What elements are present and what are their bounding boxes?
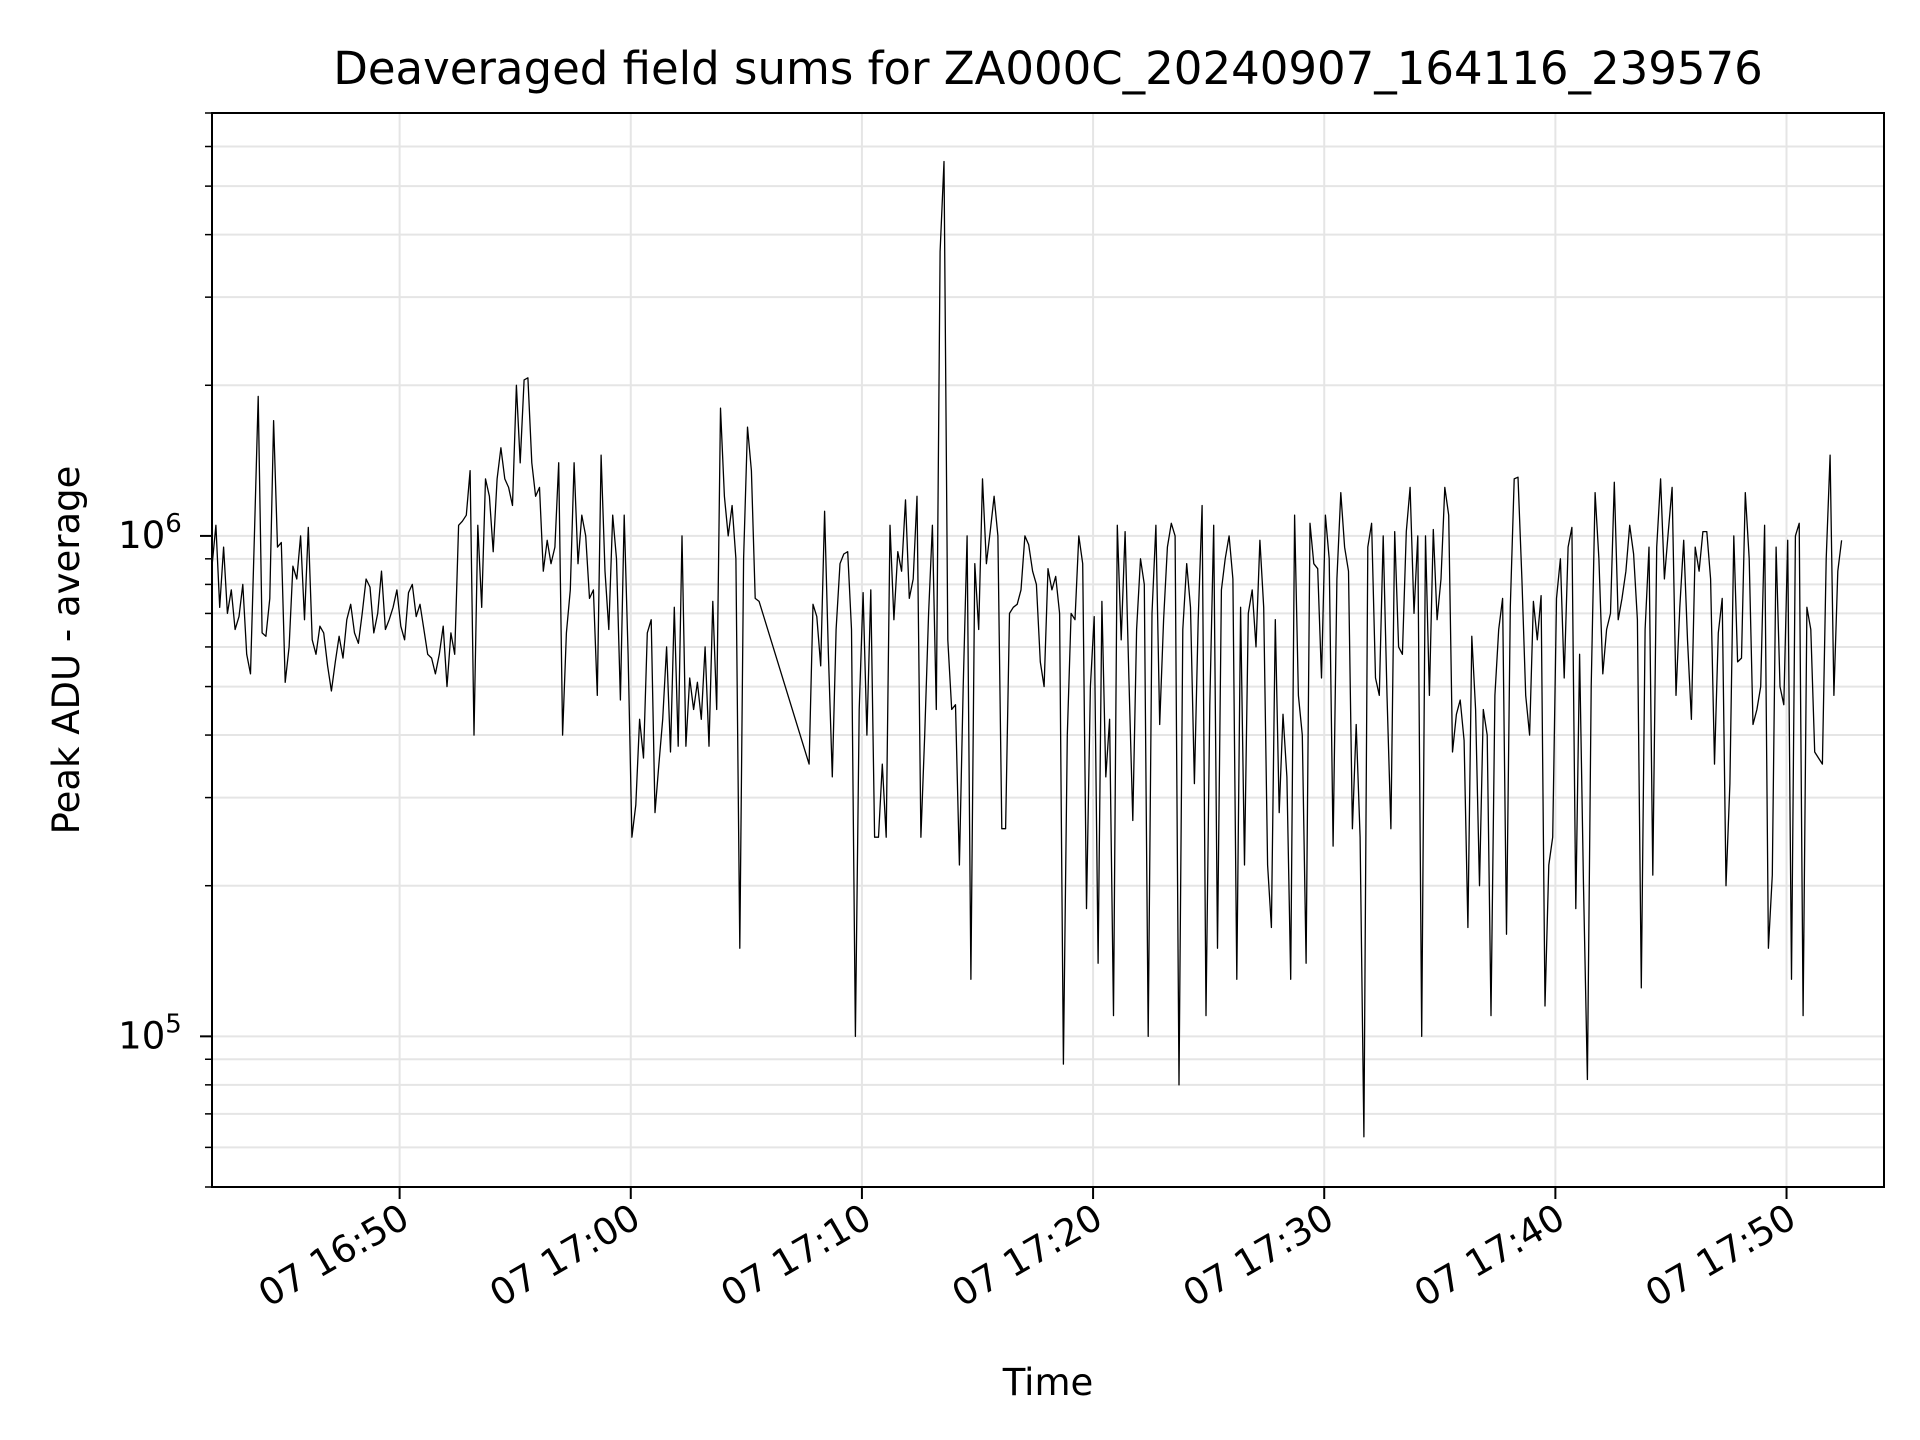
plot-area bbox=[212, 113, 1884, 1187]
y-axis-label: Peak ADU - average bbox=[45, 466, 88, 835]
plot-frame bbox=[211, 112, 1885, 1188]
chart-title: Deaveraged field sums for ZA000C_2024090… bbox=[333, 42, 1763, 95]
series-line bbox=[211, 160, 1843, 1138]
x-axis-label: Time bbox=[1002, 1361, 1094, 1404]
gridlines bbox=[212, 112, 1884, 1188]
y-axis-ticks: 105 106 bbox=[118, 112, 212, 1188]
y-tick-label: 105 bbox=[118, 1009, 182, 1057]
y-tick-label: 106 bbox=[118, 509, 182, 557]
